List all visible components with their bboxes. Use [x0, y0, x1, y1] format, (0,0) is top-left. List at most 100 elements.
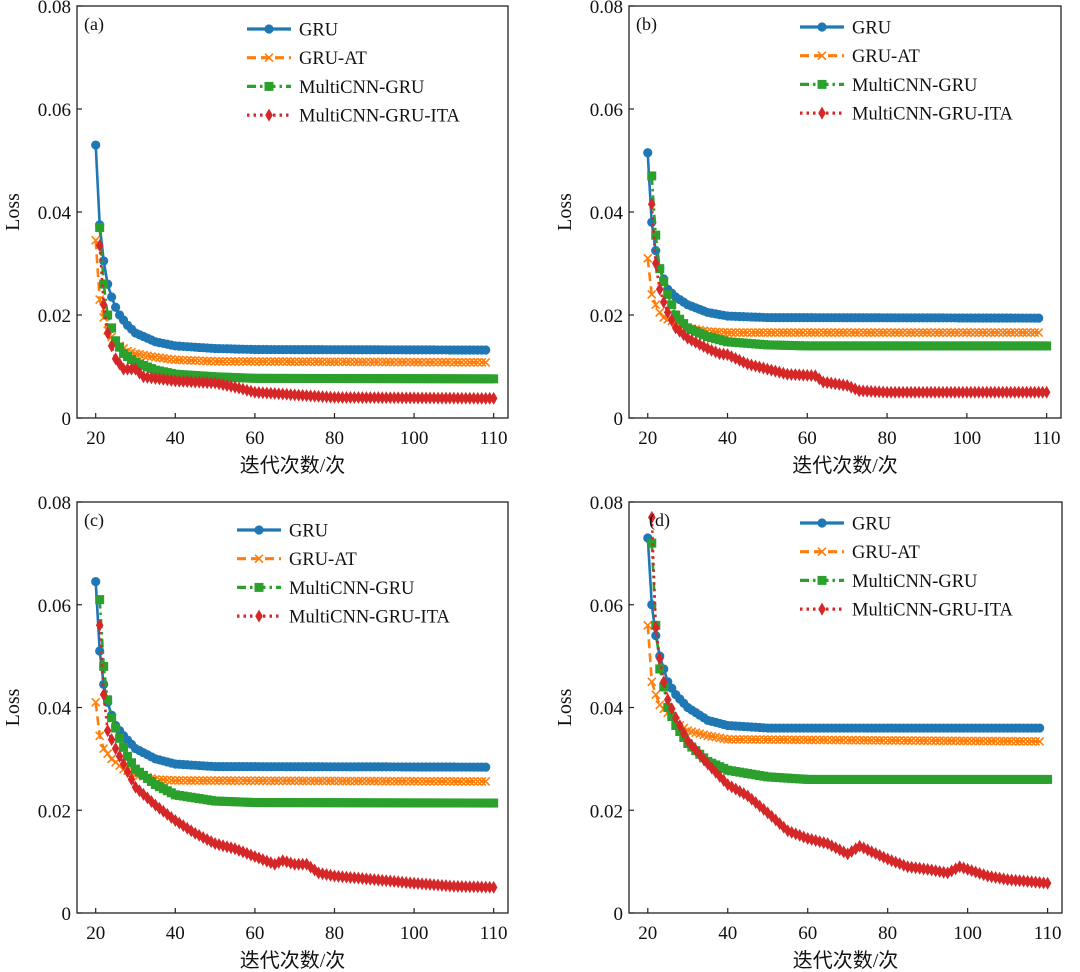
- data-point-marker: [481, 762, 491, 772]
- data-point-marker: [298, 388, 307, 402]
- data-point-marker: [1034, 327, 1044, 338]
- data-point-marker: [115, 342, 125, 352]
- data-point-marker: [377, 357, 387, 367]
- x-tick-label: 60: [798, 428, 817, 449]
- data-point-marker: [894, 327, 904, 338]
- data-point-marker: [369, 357, 379, 367]
- data-point-marker: [879, 850, 888, 864]
- data-point-marker: [401, 357, 411, 367]
- data-point-marker: [210, 356, 220, 366]
- data-point-marker: [333, 776, 344, 786]
- data-point-marker: [235, 843, 243, 857]
- data-point-marker: [389, 776, 399, 786]
- data-point-marker: [242, 776, 252, 786]
- data-point-marker: [429, 776, 439, 786]
- data-point-marker: [373, 357, 383, 367]
- x-axis-label: 迭代次数/次: [240, 949, 346, 972]
- data-point-marker: [235, 381, 243, 395]
- data-point-marker: [111, 742, 120, 756]
- data-point-marker: [473, 391, 482, 405]
- data-point-marker: [883, 735, 893, 745]
- data-point-marker: [899, 735, 909, 746]
- data-point-marker: [341, 357, 351, 367]
- data-point-marker: [107, 339, 116, 353]
- y-tick-label: 0: [614, 904, 624, 925]
- data-point-marker: [250, 356, 260, 367]
- data-point-marker: [731, 351, 740, 365]
- data-point-marker: [643, 253, 653, 263]
- series-multicnn-gru-ita: [95, 238, 498, 405]
- data-point-marker: [718, 327, 729, 337]
- data-point-marker: [998, 327, 1008, 338]
- data-point-marker: [855, 735, 865, 745]
- x-tick-label: 40: [718, 428, 737, 449]
- data-point-marker: [734, 327, 745, 338]
- legend-item-gru-at: GRU-AT: [800, 47, 920, 67]
- data-point-marker: [329, 357, 340, 367]
- series-multicnn-gru-ita: [647, 197, 1051, 399]
- data-point-marker: [409, 776, 419, 786]
- data-point-marker: [465, 391, 474, 405]
- data-point-marker: [469, 776, 479, 787]
- data-point-marker: [374, 391, 383, 405]
- data-point-marker: [111, 302, 121, 312]
- data-point-marker: [334, 390, 343, 404]
- data-point-marker: [955, 736, 965, 746]
- data-point-marker: [278, 387, 287, 401]
- data-point-marker: [294, 357, 304, 367]
- y-tick-label: 0: [614, 409, 624, 430]
- data-point-marker: [473, 357, 483, 367]
- data-point-marker: [1035, 723, 1045, 733]
- data-point-marker: [887, 385, 895, 399]
- data-point-marker: [99, 661, 109, 671]
- data-point-marker: [895, 735, 905, 746]
- series-gru-at: [643, 620, 1045, 746]
- data-point-marker: [890, 327, 900, 338]
- data-point-marker: [111, 723, 121, 733]
- data-point-marker: [95, 222, 105, 232]
- data-point-marker: [461, 357, 471, 367]
- series-line: [98, 599, 494, 805]
- data-point-marker: [325, 357, 336, 367]
- data-point-marker: [815, 835, 824, 849]
- data-point-marker: [410, 391, 418, 405]
- data-point-marker: [862, 327, 872, 338]
- data-point-marker: [942, 327, 952, 338]
- series-line: [646, 537, 1040, 730]
- data-point-marker: [838, 327, 848, 338]
- data-point-marker: [983, 736, 993, 746]
- data-point-marker: [914, 327, 924, 338]
- data-point-marker: [1034, 313, 1044, 323]
- data-point-marker: [298, 776, 308, 786]
- data-point-marker: [770, 327, 780, 338]
- data-point-marker: [987, 736, 997, 746]
- data-point-marker: [787, 735, 797, 745]
- x-tick-label: 40: [166, 923, 185, 944]
- data-point-marker: [659, 295, 668, 309]
- data-point-marker: [465, 776, 475, 786]
- legend-marker: [817, 547, 827, 557]
- data-point-marker: [794, 327, 804, 338]
- x-axis-label: 迭代次数/次: [793, 949, 899, 972]
- y-tick-label: 0.04: [38, 699, 72, 720]
- legend-item-gru: GRU: [800, 515, 891, 535]
- y-axis-label: Loss: [554, 193, 576, 231]
- data-point-marker: [95, 595, 105, 605]
- data-point-marker: [922, 327, 932, 338]
- data-point-marker: [99, 688, 108, 702]
- data-point-marker: [349, 776, 359, 786]
- data-point-marker: [155, 801, 164, 815]
- legend-label: MultiCNN-GRU: [299, 78, 424, 98]
- data-point-marker: [469, 357, 479, 367]
- legend-item-gru-at: GRU-AT: [237, 550, 357, 570]
- data-point-marker: [119, 362, 128, 376]
- data-point-marker: [910, 327, 920, 338]
- data-point-marker: [298, 857, 307, 871]
- data-point-marker: [655, 652, 664, 666]
- legend-marker: [254, 582, 264, 592]
- data-point-marker: [135, 784, 144, 798]
- data-point-marker: [843, 847, 852, 861]
- data-point-marker: [766, 327, 776, 338]
- data-point-marker: [306, 357, 316, 367]
